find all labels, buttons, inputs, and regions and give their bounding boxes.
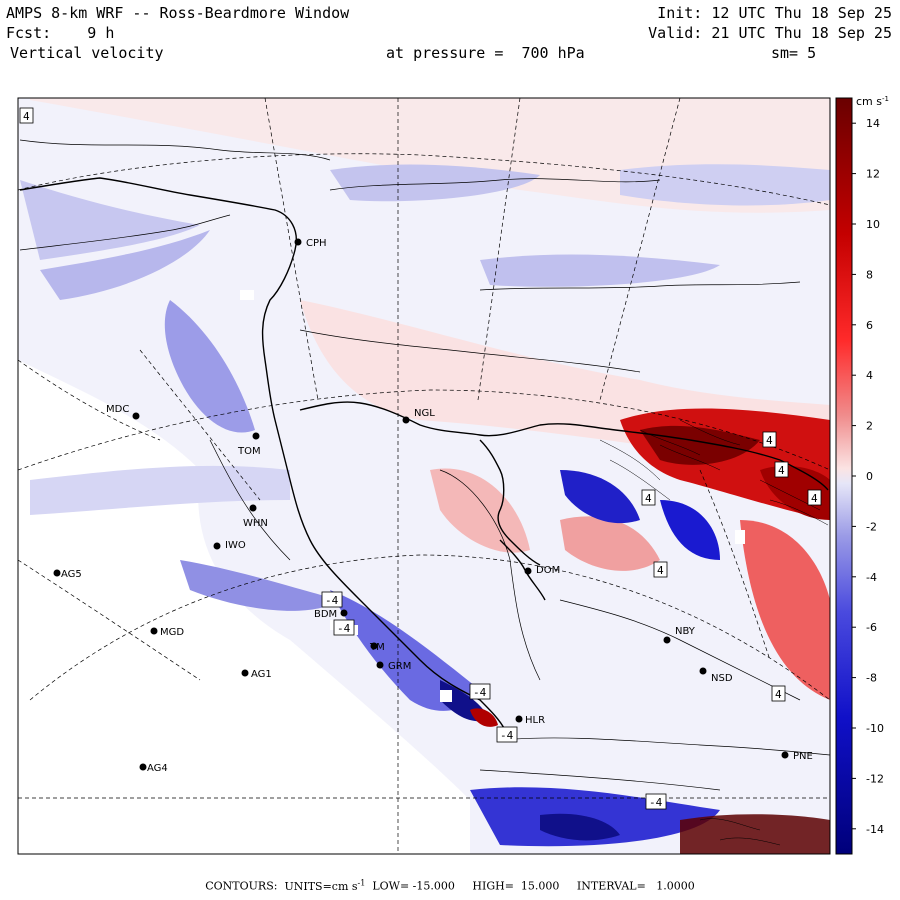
station-dot-whn (249, 504, 257, 512)
colorbar-tick-label: -10 (866, 722, 884, 735)
colorbar-tick-label: 4 (866, 369, 873, 382)
colorbar-tick-label: -12 (866, 772, 884, 785)
contour-label-text: -4 (649, 796, 663, 809)
colorbar: cm s-1 14 12 10 8 6 4 2 0 -2 -4 -6 -8 -10 -12 -14 (835, 95, 889, 855)
init-time: Init: 12 UTC Thu 18 Sep 25 (657, 4, 892, 22)
station-dot-dom (524, 567, 532, 575)
contour-label-text: 4 (778, 464, 785, 477)
contour-label-text: -4 (337, 622, 351, 635)
station-label-cph: CPH (306, 238, 327, 249)
station-label-mgd: MGD (160, 627, 184, 638)
contour-label-text: 4 (811, 492, 818, 505)
colorbar-tick-label: -8 (866, 672, 877, 685)
contour-label-box (645, 793, 667, 810)
station-dot-iwo (213, 542, 221, 550)
station-dot-nby (663, 636, 671, 644)
station-dot-ngl (402, 416, 410, 424)
colorbar-tick-label: -6 (866, 621, 877, 634)
valid-time: Valid: 21 UTC Thu 18 Sep 25 (648, 24, 892, 42)
station-dot-hlr (515, 715, 523, 723)
station-label-tm: TM (369, 642, 385, 653)
contour-label-box (641, 489, 656, 506)
colorbar-tick-label: 2 (866, 420, 873, 433)
station-dot-cph (294, 238, 302, 246)
station-dot-mdc (132, 412, 140, 420)
contour-label-box (496, 726, 518, 743)
station-label-bdm: BDM (314, 609, 337, 620)
station-dot-tm (370, 642, 378, 650)
contour-label-text: -4 (473, 686, 487, 699)
contour-label-text: -4 (500, 729, 514, 742)
colorbar-ticks: 14 12 10 8 6 4 2 0 -2 -4 -6 -8 -10 -12 -14 (852, 117, 884, 836)
station-dot-ag1 (241, 669, 249, 677)
contour-label-box (807, 489, 822, 506)
pressure-level: at pressure = 700 hPa (386, 44, 585, 62)
colorbar-tick-label: -2 (866, 520, 877, 533)
map-title: AMPS 8-km WRF -- Ross-Beardmore Window (6, 4, 350, 22)
forecast-hour: Fcst: 9 h (6, 24, 115, 42)
station-dot-grm (376, 661, 384, 669)
contour-label-box (653, 561, 668, 578)
contour-label-text: -4 (325, 594, 339, 607)
station-label-ag1: AG1 (251, 669, 272, 680)
colorbar-tick-label: 0 (866, 470, 873, 483)
station-label-dom: DOM (536, 565, 560, 576)
footer-interval: INTERVAL= 1.0000 (576, 879, 695, 893)
station-label-ag5: AG5 (61, 569, 82, 580)
contour-label-text: 4 (645, 492, 652, 505)
station-dot-ag5 (53, 569, 61, 577)
station-label-nsd: NSD (711, 673, 733, 684)
colorbar-tick-label: 10 (866, 218, 880, 231)
station-label-grm: GRM (388, 661, 411, 672)
contour-label-text: 4 (657, 564, 664, 577)
station-dot-ag4 (139, 763, 147, 771)
colorbar-gradient (835, 97, 853, 855)
station-label-hlr: HLR (525, 715, 545, 726)
footer-contours: CONTOURS: (205, 879, 278, 893)
contour-label-box (19, 107, 34, 124)
station-label-nby: NBY (675, 626, 696, 637)
contour-label-box (774, 461, 789, 478)
contour-label-text: 4 (775, 688, 782, 701)
footer-high: HIGH= 15.000 (472, 879, 560, 893)
station-dot-nsd (699, 667, 707, 675)
colorbar-tick-label: 6 (866, 319, 873, 332)
station-label-iwo: IWO (225, 540, 246, 551)
map-field (18, 98, 830, 854)
station-label-pne: PNE (793, 751, 813, 762)
station-label-ngl: NGL (414, 408, 435, 419)
colorbar-tick-label: 8 (866, 268, 873, 281)
colorbar-units: cm s-1 (856, 95, 889, 108)
station-label-ag4: AG4 (147, 763, 168, 774)
station-label-tom: TOM (237, 446, 261, 457)
footer-units: UNITS=cm s-1 (284, 878, 366, 893)
contour-label-box (321, 591, 343, 608)
station-dot-mgd (150, 627, 158, 635)
map-frame (17, 97, 831, 855)
station-label-whn: WHN (243, 518, 268, 529)
smoothing-value: sm= 5 (771, 44, 817, 62)
contour-summary: CONTOURS: UNITS=cm s-1 LOW= -15.000 HIGH… (0, 878, 900, 893)
contour-label-box (771, 685, 786, 702)
variable-name: Vertical velocity (10, 44, 164, 62)
footer-low: LOW= -15.000 (372, 879, 455, 893)
station-dot-pne (781, 751, 789, 759)
colorbar-tick-label: 12 (866, 168, 880, 181)
station-label-mdc: MDC (106, 404, 129, 415)
colorbar-tick-label: 14 (866, 117, 880, 130)
colorbar-tick-label: -14 (866, 823, 884, 836)
colorbar-tick-label: -4 (866, 571, 877, 584)
contour-labels: 4 4 4 4 4 -4 -4 -4 -4 4 4 -4 (19, 107, 822, 810)
station-dot-tom (252, 432, 260, 440)
contour-label-box (333, 619, 355, 636)
contour-label-text: 4 (23, 110, 30, 123)
station-dot-bdm (340, 609, 348, 617)
contour-label-text: 4 (766, 434, 773, 447)
contour-label-box (469, 683, 491, 700)
contour-label-box (762, 431, 777, 448)
